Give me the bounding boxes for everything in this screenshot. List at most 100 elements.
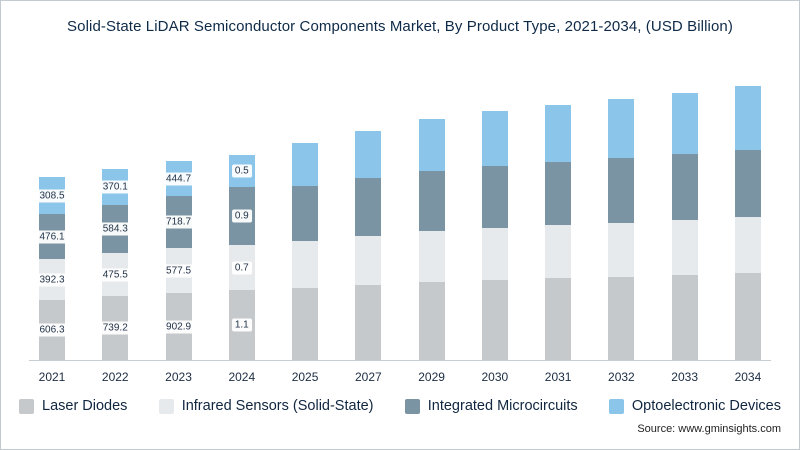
bar-segment-infrared-sensors (355, 236, 382, 285)
bar-segment-integrated-microcircuits (355, 178, 382, 236)
bar-segment-optoelectronic-devices (355, 131, 382, 178)
x-axis-label-2034: 2034 (734, 370, 762, 384)
bar-segment-laser-diodes: 739.2 (99, 296, 131, 360)
bar-cell (662, 93, 708, 360)
value-label: 584.3 (99, 222, 131, 236)
bar-cell (409, 119, 455, 360)
value-label: 0.7 (231, 261, 252, 274)
legend-label: Integrated Microcircuits (427, 398, 578, 414)
legend-swatch-integrated-microcircuits (404, 398, 420, 414)
legend-item-integrated-microcircuits: Integrated Microcircuits (404, 398, 578, 414)
source-text: Source: www.gminsights.com (637, 423, 781, 435)
legend-label: Optoelectronic Devices (631, 398, 781, 414)
legend-item-infrared-sensors: Infrared Sensors (Solid-State) (158, 398, 374, 414)
x-axis-label-2029: 2029 (418, 370, 445, 384)
x-axis-label-2030: 2030 (481, 370, 509, 384)
x-axis-label-2031: 2031 (544, 370, 572, 384)
value-label: 475.5 (99, 268, 131, 281)
bar-segment-infrared-sensors: 392.3 (36, 259, 68, 300)
value-label: 0.9 (231, 209, 252, 223)
bar-segment-infrared-sensors (292, 241, 319, 288)
bar-segment-optoelectronic-devices (734, 86, 761, 150)
bar-2023: 902.9 577.5 718.7 444.7 (163, 161, 195, 360)
value-label: 476.1 (36, 230, 68, 243)
bar-segment-integrated-microcircuits: 718.7 (163, 196, 195, 248)
bar-segment-integrated-microcircuits (481, 166, 508, 228)
bar-segment-laser-diodes (671, 275, 698, 360)
legend-swatch-laser-diodes (19, 398, 34, 414)
bar-segment-optoelectronic-devices (608, 99, 635, 158)
bar-segment-infrared-sensors (481, 228, 508, 280)
bar-cell: 606.3 392.3 476.1 308.5 (29, 177, 75, 360)
bar-segment-integrated-microcircuits: 584.3 (99, 205, 131, 253)
bar-segment-integrated-microcircuits (671, 154, 698, 220)
bar-segment-infrared-sensors (418, 231, 445, 282)
bar-segment-laser-diodes (545, 278, 572, 360)
legend-swatch-optoelectronic-devices (608, 398, 624, 414)
value-label: 392.3 (36, 273, 68, 286)
legend-label: Laser Diodes (42, 398, 128, 414)
bar-segment-optoelectronic-devices (418, 119, 445, 171)
x-axis-label-2033: 2033 (671, 370, 698, 384)
bar-segment-laser-diodes (418, 282, 445, 360)
x-axis-label-2027: 2027 (354, 370, 382, 384)
bar-segment-optoelectronic-devices: 308.5 (36, 177, 68, 214)
bar-segment-integrated-microcircuits (734, 150, 761, 217)
bar-2024: 1.1 0.7 0.9 0.5 (228, 155, 255, 360)
legend: Laser Diodes Infrared Sensors (Solid-Stat… (19, 398, 781, 414)
bar-cell: 1.1 0.7 0.9 0.5 (219, 155, 265, 360)
value-label: 739.2 (99, 321, 131, 335)
value-label: 606.3 (36, 323, 68, 337)
legend-swatch-infrared-sensors (158, 398, 174, 414)
x-axis-line (29, 360, 771, 361)
value-label: 370.1 (99, 180, 131, 194)
bar-segment-optoelectronic-devices (481, 111, 508, 166)
chart-title: Solid-State LiDAR Semiconductor Componen… (67, 18, 733, 35)
bar-cell: 739.2 475.5 584.3 370.1 (92, 169, 138, 360)
bar-segment-infrared-sensors (734, 217, 761, 273)
bar-cell (472, 111, 518, 360)
x-axis-label-2022: 2022 (101, 370, 129, 384)
bar-2029 (418, 119, 445, 360)
bar-cell (598, 99, 644, 360)
bar-segment-integrated-microcircuits: 476.1 (36, 214, 68, 259)
bar-segment-optoelectronic-devices: 0.5 (228, 155, 255, 187)
bar-2022: 739.2 475.5 584.3 370.1 (99, 169, 131, 360)
x-axis-labels: 2021 2022 2023 2024 2025 2027 2029 2030 2031 2032… (29, 361, 771, 384)
bar-segment-optoelectronic-devices: 370.1 (99, 169, 131, 205)
bar-segment-laser-diodes (481, 280, 508, 360)
bar-segment-laser-diodes: 902.9 (163, 293, 195, 360)
bar-segment-optoelectronic-devices: 444.7 (163, 161, 195, 196)
bar-segment-laser-diodes (734, 273, 761, 360)
bar-segment-infrared-sensors (545, 225, 572, 278)
bar-segment-integrated-microcircuits (545, 162, 572, 225)
bar-segment-laser-diodes: 606.3 (36, 300, 68, 360)
bar-segment-infrared-sensors: 475.5 (99, 253, 131, 296)
bar-cell (725, 86, 771, 360)
bar-segment-laser-diodes (292, 288, 319, 360)
x-axis-label-2024: 2024 (228, 370, 256, 384)
bar-segment-integrated-microcircuits (292, 186, 319, 241)
value-label: 1.1 (231, 318, 252, 332)
bar-cell (282, 143, 328, 360)
value-label: 0.5 (231, 164, 252, 178)
value-label: 308.5 (36, 189, 68, 202)
bar-2027 (355, 131, 382, 360)
x-axis-label-2021: 2021 (38, 370, 66, 384)
legend-label: Infrared Sensors (Solid-State) (181, 398, 374, 414)
bar-segment-integrated-microcircuits (608, 158, 635, 223)
legend-item-laser-diodes: Laser Diodes (19, 398, 127, 414)
bar-segment-infrared-sensors (608, 223, 635, 277)
bar-2030 (481, 111, 508, 360)
bar-cell (345, 131, 391, 360)
bar-segment-infrared-sensors: 0.7 (228, 245, 255, 290)
bar-segment-optoelectronic-devices (671, 93, 698, 154)
bar-segment-laser-diodes: 1.1 (228, 290, 255, 360)
legend-item-optoelectronic-devices: Optoelectronic Devices (608, 398, 781, 414)
bar-2031 (545, 105, 572, 360)
bar-2025 (292, 143, 319, 360)
value-label: 444.7 (163, 172, 195, 185)
bar-segment-optoelectronic-devices (292, 143, 319, 186)
bar-segment-laser-diodes (608, 277, 635, 360)
